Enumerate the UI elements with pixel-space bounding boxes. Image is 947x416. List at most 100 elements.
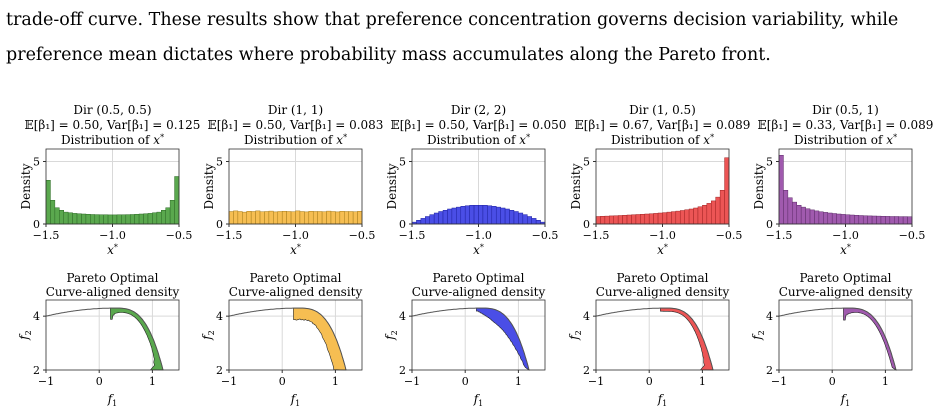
- panel-3: Dir (2, 2)𝔼[β₁] = 0.50, Var[β₁] = 0.050D…: [383, 103, 566, 408]
- hist-bar: [889, 216, 895, 225]
- x-tick-label: 0: [279, 375, 286, 388]
- pareto-frame: [45, 299, 180, 371]
- hist-bar: [54, 207, 60, 225]
- x-tick-label: 0: [646, 375, 653, 388]
- hist-bar: [522, 214, 528, 225]
- x-tick-label: 1: [699, 375, 706, 388]
- hist-bar: [429, 214, 435, 225]
- hist-bar: [273, 211, 279, 225]
- y-tick-label: 4: [583, 310, 590, 323]
- y-tick-label: 4: [399, 310, 406, 323]
- hist-bar: [823, 212, 829, 225]
- x-tick-label: 0: [96, 375, 103, 388]
- pareto-curve: [45, 307, 164, 371]
- y-tick-label: 5: [766, 156, 773, 169]
- panel-1: Dir (0.5, 0.5)𝔼[β₁] = 0.50, Var[β₁] = 0.…: [17, 103, 200, 408]
- y-tick-label: 5: [583, 156, 590, 169]
- hist-bar: [107, 214, 113, 225]
- x-tick-label: −1.0: [465, 229, 492, 242]
- hist-bar: [783, 190, 789, 225]
- hist-bar: [125, 214, 131, 225]
- hist-bar: [116, 214, 122, 225]
- body-text-line-1: trade-off curve. These results show that…: [6, 10, 899, 30]
- hist-bar: [504, 208, 510, 225]
- x-tick-label: 1: [882, 375, 889, 388]
- pareto-title-1: Pareto Optimal: [800, 271, 892, 285]
- hist-bar: [456, 206, 462, 225]
- hist-bar: [76, 213, 82, 225]
- panel-dist-title: Dir (2, 2): [451, 103, 506, 117]
- hist-bar: [800, 206, 806, 225]
- hist-ylabel: Density: [752, 163, 766, 209]
- x-tick-label: −0.5: [349, 229, 376, 242]
- hist-bar: [827, 212, 833, 225]
- y-tick-label: 4: [33, 310, 40, 323]
- panel-dist-title: Dir (1, 0.5): [629, 103, 696, 117]
- x-tick-label: −1.0: [649, 229, 676, 242]
- y-tick-label: 2: [399, 364, 406, 377]
- hist-bar: [447, 208, 453, 225]
- hist-title: Distribution of x*: [427, 133, 530, 147]
- y-tick-label: 0: [766, 218, 773, 231]
- hist-bar: [491, 206, 497, 225]
- hist-bar: [809, 209, 815, 225]
- hist-bar: [662, 212, 668, 225]
- hist-bar: [330, 211, 336, 225]
- hist-bar: [482, 205, 488, 225]
- hist-bar: [85, 214, 91, 225]
- y-tick-label: 0: [583, 218, 590, 231]
- hist-bar: [433, 212, 439, 225]
- hist-bar: [165, 207, 171, 225]
- hist-xlabel: x*: [473, 243, 484, 257]
- pareto-xlabel: f1: [290, 392, 301, 408]
- hist-bar: [657, 212, 663, 225]
- hist-bar: [818, 211, 824, 225]
- hist-bar: [317, 211, 323, 225]
- hist-bar: [72, 213, 78, 225]
- hist-bar: [112, 214, 118, 225]
- hist-bar: [138, 213, 144, 225]
- hist-bar: [604, 215, 610, 225]
- hist-bar: [321, 211, 327, 225]
- hist-bar: [129, 214, 135, 225]
- hist-bar: [679, 210, 685, 225]
- pareto-frame: [411, 299, 546, 371]
- hist-bar: [344, 211, 349, 225]
- hist-bar: [518, 212, 524, 225]
- hist-bar: [299, 211, 305, 225]
- hist-bar: [907, 216, 913, 225]
- hist-bar: [478, 205, 484, 225]
- hist-bar: [531, 218, 537, 225]
- hist-bar: [90, 214, 96, 225]
- hist-bar: [352, 211, 358, 225]
- hist-bar: [495, 206, 501, 225]
- hist-ylabel: Density: [202, 163, 216, 209]
- hist-bar: [535, 220, 541, 225]
- hist-bar: [595, 216, 601, 225]
- x-tick-label: −1.5: [583, 229, 610, 242]
- pareto-frame: [228, 299, 363, 371]
- hist-bar: [693, 207, 699, 225]
- hist-bar: [862, 215, 868, 225]
- hist-bar: [724, 157, 730, 225]
- x-tick-label: −1.0: [832, 229, 859, 242]
- pareto-title-1: Pareto Optimal: [67, 271, 159, 285]
- y-tick-label: 2: [216, 364, 223, 377]
- hist-bar: [902, 216, 908, 225]
- hist-bar: [675, 210, 681, 225]
- hist-bar: [237, 211, 243, 225]
- hist-ylabel: Density: [569, 163, 583, 209]
- x-tick-label: 1: [332, 375, 339, 388]
- x-tick-label: −1: [221, 375, 237, 388]
- hist-bar: [640, 214, 646, 225]
- hist-title: Distribution of x*: [794, 133, 897, 147]
- hist-bar: [894, 216, 899, 225]
- hist-bar: [246, 211, 252, 225]
- hist-bar: [509, 210, 515, 225]
- y-tick-label: 0: [399, 218, 406, 231]
- panel-5: Dir (0.5, 1)𝔼[β₁] = 0.33, Var[β₁] = 0.08…: [750, 103, 933, 408]
- pareto-title-2: Curve-aligned density: [46, 285, 180, 299]
- hist-bar: [161, 210, 166, 225]
- y-tick-label: 0: [216, 218, 223, 231]
- panel-dist-title: Dir (0.5, 1): [812, 103, 879, 117]
